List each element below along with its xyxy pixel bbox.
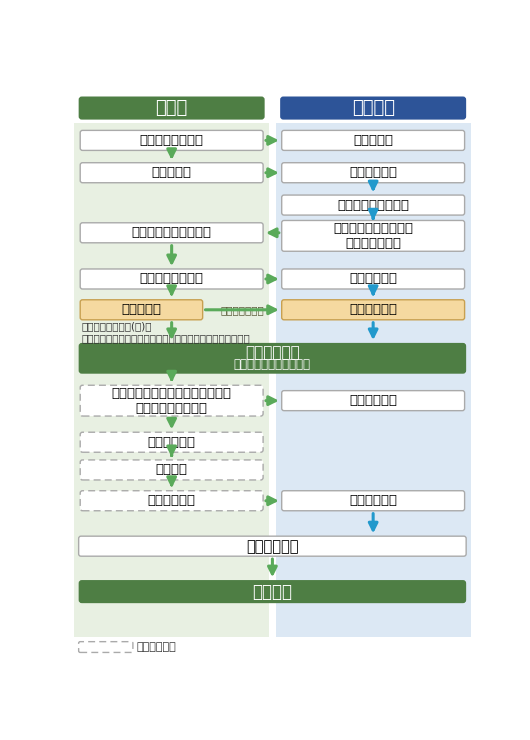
Text: 申込み受付け: 申込み受付け bbox=[349, 166, 397, 179]
Text: （最初のご利用時のみ）: （最初のご利用時のみ） bbox=[234, 358, 311, 371]
Text: 使用開始: 使用開始 bbox=[252, 582, 293, 601]
Text: 利用可能な場合: 利用可能な場合 bbox=[220, 305, 264, 314]
FancyBboxPatch shape bbox=[282, 269, 465, 289]
Text: 検査結果通知: 検査結果通知 bbox=[148, 494, 196, 507]
FancyBboxPatch shape bbox=[78, 580, 466, 603]
Bar bbox=[276, 123, 471, 637]
FancyBboxPatch shape bbox=[80, 130, 263, 150]
FancyBboxPatch shape bbox=[282, 130, 465, 150]
FancyBboxPatch shape bbox=[80, 460, 263, 480]
Text: 利用申込み: 利用申込み bbox=[121, 303, 162, 316]
Text: 照会受付け: 照会受付け bbox=[353, 134, 393, 147]
FancyBboxPatch shape bbox=[80, 432, 263, 452]
Text: 当社指定業者による申込み受付、
工事契約、工事施工: 当社指定業者による申込み受付、 工事契約、工事施工 bbox=[112, 386, 232, 414]
FancyBboxPatch shape bbox=[78, 343, 466, 374]
Text: 調査　約２ヶ月以内: 調査 約２ヶ月以内 bbox=[337, 198, 409, 212]
Text: 調査結果の回答および
調査費用の請求: 調査結果の回答および 調査費用の請求 bbox=[333, 222, 413, 250]
Text: 基本契約締結: 基本契約締結 bbox=[245, 346, 300, 360]
Text: 調査費用受理: 調査費用受理 bbox=[349, 272, 397, 286]
FancyBboxPatch shape bbox=[282, 491, 465, 511]
FancyBboxPatch shape bbox=[80, 386, 263, 416]
Text: 調査申込み: 調査申込み bbox=[152, 166, 192, 179]
Text: 工事着工受理: 工事着工受理 bbox=[349, 394, 397, 407]
Text: 調査結果、請求の受理: 調査結果、請求の受理 bbox=[131, 226, 211, 239]
FancyBboxPatch shape bbox=[80, 223, 263, 243]
FancyBboxPatch shape bbox=[80, 269, 263, 289]
FancyBboxPatch shape bbox=[280, 96, 466, 120]
Bar bbox=[74, 123, 269, 637]
FancyBboxPatch shape bbox=[80, 300, 202, 320]
FancyBboxPatch shape bbox=[282, 221, 465, 252]
FancyBboxPatch shape bbox=[78, 536, 466, 556]
Text: ・道路占用許可書(写)等
（調査結果回答後３ヶ月以内に申し込んでいただきます。）: ・道路占用許可書(写)等 （調査結果回答後３ヶ月以内に申し込んでいただきます。） bbox=[82, 321, 251, 343]
Text: 管路等利用の照会: 管路等利用の照会 bbox=[139, 134, 204, 147]
Text: 破工検査: 破工検査 bbox=[156, 463, 188, 477]
Text: 工事完了通知: 工事完了通知 bbox=[148, 436, 196, 448]
FancyBboxPatch shape bbox=[80, 163, 263, 183]
FancyBboxPatch shape bbox=[78, 96, 264, 120]
Text: 利用者: 利用者 bbox=[155, 99, 188, 117]
FancyBboxPatch shape bbox=[282, 163, 465, 183]
Text: 沖縄電力: 沖縄電力 bbox=[351, 99, 395, 117]
Text: 工事完了確認: 工事完了確認 bbox=[349, 494, 397, 507]
Text: 調査費用の支払い: 調査費用の支払い bbox=[139, 272, 204, 286]
FancyBboxPatch shape bbox=[282, 391, 465, 411]
Text: 個別契約締結: 個別契約締結 bbox=[246, 539, 298, 554]
FancyBboxPatch shape bbox=[78, 642, 133, 653]
Text: 当社指定業者: 当社指定業者 bbox=[137, 642, 176, 652]
FancyBboxPatch shape bbox=[282, 195, 465, 215]
FancyBboxPatch shape bbox=[80, 491, 263, 511]
FancyBboxPatch shape bbox=[282, 300, 465, 320]
Text: 申込み受付け: 申込み受付け bbox=[349, 303, 397, 316]
